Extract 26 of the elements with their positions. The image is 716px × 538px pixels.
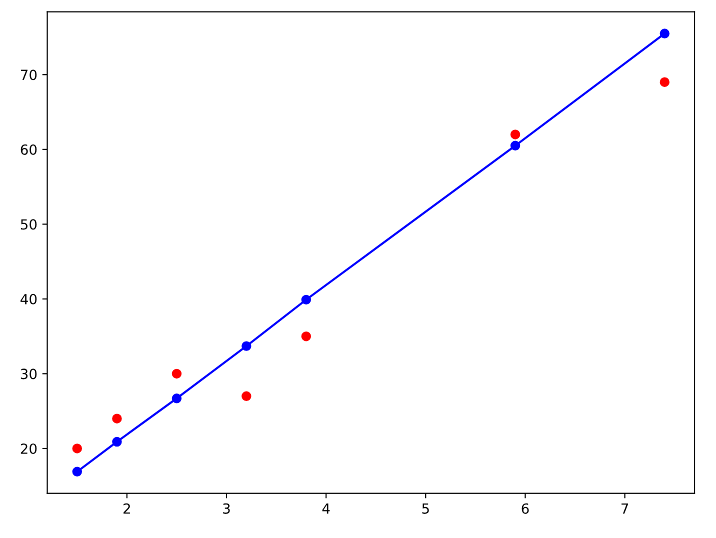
x-tick-label: 3 xyxy=(223,503,230,514)
point xyxy=(172,394,182,404)
point xyxy=(172,368,182,379)
x-tick-label: 5 xyxy=(422,503,429,514)
point xyxy=(112,436,122,447)
y-tick-label: 60 xyxy=(20,144,37,155)
point xyxy=(301,294,312,305)
point xyxy=(660,77,670,87)
point xyxy=(660,28,670,38)
point xyxy=(242,341,252,351)
x-tick-label: 6 xyxy=(522,503,529,514)
point xyxy=(242,391,252,402)
y-tick-label: 50 xyxy=(20,219,37,230)
point xyxy=(510,140,520,151)
y-tick-label: 70 xyxy=(21,70,37,80)
y-tick-label: 40 xyxy=(20,294,37,304)
x-tick-label: 7 xyxy=(622,503,628,514)
x-tick-label: 4 xyxy=(322,503,330,514)
point xyxy=(72,444,82,454)
x-tick-label: 2 xyxy=(124,503,130,514)
point xyxy=(72,466,82,477)
point xyxy=(301,331,312,342)
y-tick-label: 30 xyxy=(20,368,37,380)
point xyxy=(510,130,520,140)
point xyxy=(112,414,122,424)
y-tick-label: 20 xyxy=(20,443,37,454)
